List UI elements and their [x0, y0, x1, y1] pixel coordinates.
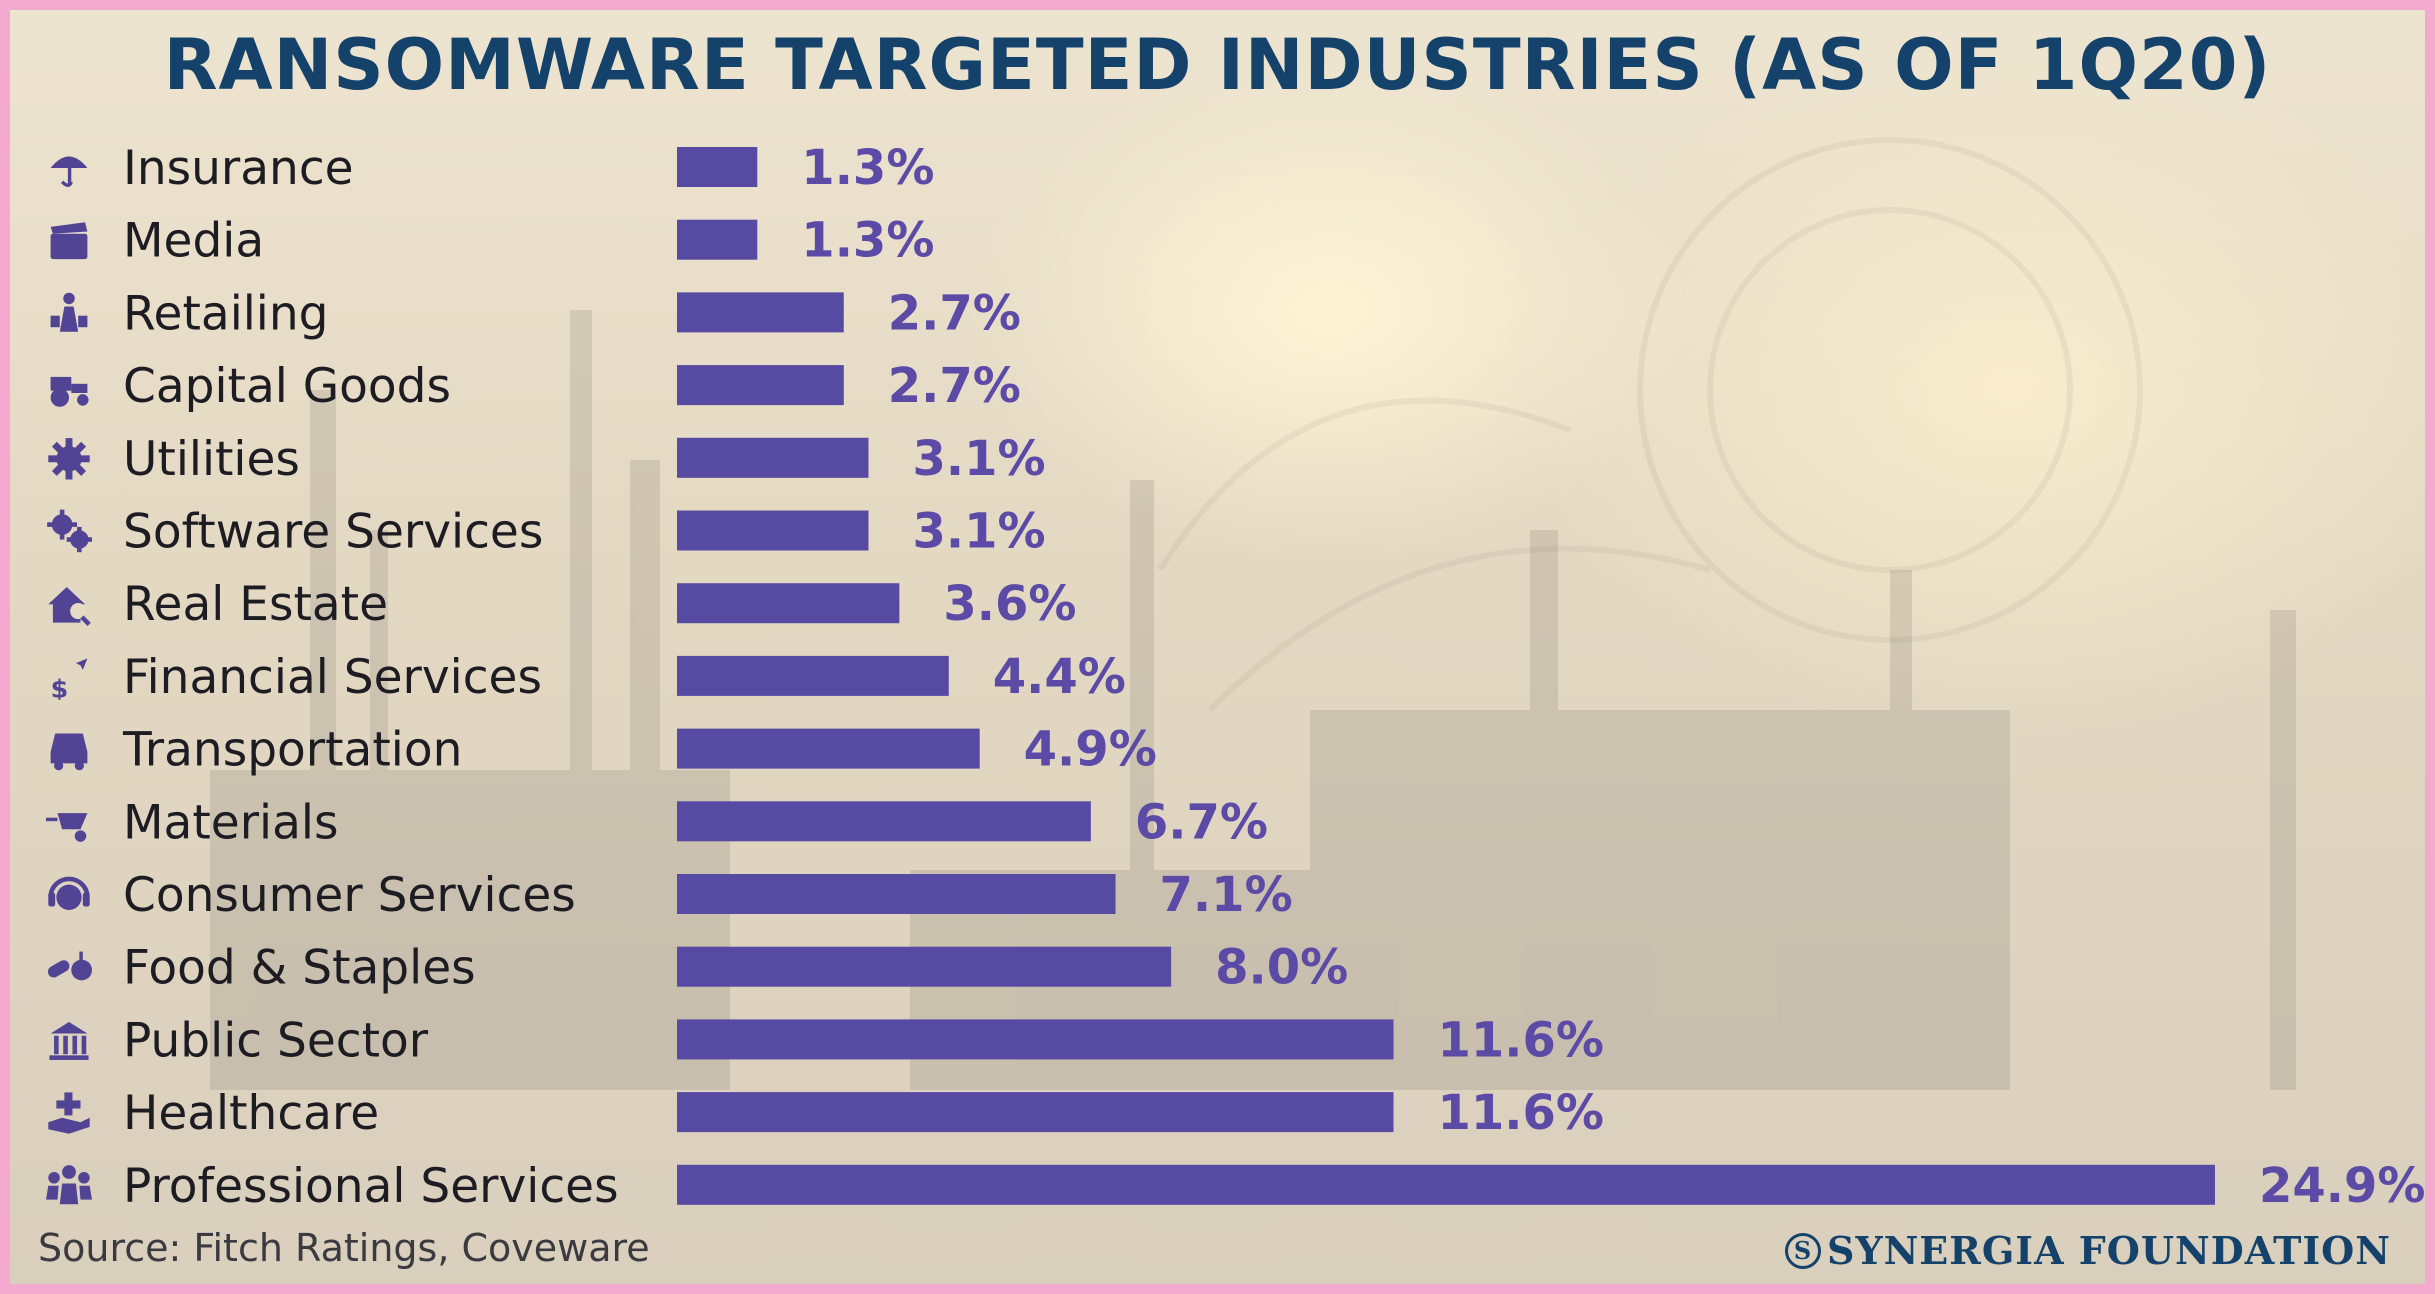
value-label: 3.1%: [912, 431, 1045, 487]
category-label: Real Estate: [123, 577, 388, 632]
value-label: 2.7%: [888, 358, 1021, 414]
value-label: 4.9%: [1024, 722, 1157, 778]
bar-row: Professional Services 24.9%: [46, 1158, 2425, 1214]
category-label: Healthcare: [123, 1086, 379, 1141]
bar: [677, 583, 900, 624]
food-icon: [46, 951, 92, 981]
category-label: Transportation: [122, 723, 462, 778]
value-label: 6.7%: [1135, 794, 1268, 850]
people-group-icon: [46, 1165, 92, 1205]
bar: [677, 292, 844, 333]
bar: [677, 655, 949, 696]
category-label: Consumer Services: [123, 868, 576, 923]
category-label: Capital Goods: [123, 359, 451, 414]
umbrella-icon: [48, 154, 90, 187]
bar: [677, 219, 758, 260]
bar-row: Transportation 4.9%: [50, 722, 1157, 778]
bar-row: Financial Services 4.4%: [50, 649, 1126, 705]
government-building-icon: [49, 1022, 89, 1060]
bar: [677, 874, 1116, 914]
category-label: Media: [123, 214, 264, 269]
bar-row: Consumer Services 7.1%: [48, 867, 1293, 923]
gears-icon: [47, 509, 92, 553]
category-label: Insurance: [123, 141, 354, 196]
wheelbarrow-icon: [46, 813, 88, 842]
bar-row: Healthcare 11.6%: [48, 1085, 1604, 1141]
category-label: Food & Staples: [123, 941, 476, 996]
house-search-icon: [48, 586, 91, 626]
shopper-icon: [50, 292, 88, 332]
bar-row: Real Estate 3.6%: [48, 576, 1076, 632]
value-label: 7.1%: [1160, 867, 1293, 923]
value-label: 11.6%: [1437, 1012, 1604, 1068]
car-icon: [50, 733, 88, 771]
value-label: 3.1%: [912, 504, 1045, 560]
bar-row: Software Services 3.1%: [47, 504, 1046, 560]
tractor-icon: [50, 376, 89, 407]
bar: [677, 365, 844, 406]
bar: [677, 147, 758, 187]
gear-icon: [48, 438, 90, 480]
bar-row: Capital Goods 2.7%: [50, 358, 1021, 414]
category-label: Financial Services: [123, 650, 542, 705]
brand-name: SYNERGIA FOUNDATION: [1827, 1228, 2391, 1273]
bar: [677, 801, 1091, 842]
clapperboard-icon: [50, 222, 88, 260]
value-label: 1.3%: [801, 213, 934, 269]
bar-chart: $ Insurance1.3%Media1.3%Retailing2.7%Cap…: [46, 140, 2425, 1214]
bar: [677, 728, 980, 769]
money-growth-icon: [50, 658, 88, 700]
source-note: Source: Fitch Ratings, Coveware: [38, 1226, 650, 1270]
bar: [677, 1092, 1394, 1133]
value-label: 8.0%: [1215, 940, 1348, 996]
value-label: 24.9%: [2259, 1158, 2425, 1214]
value-label: 11.6%: [1437, 1085, 1604, 1141]
category-label: Software Services: [123, 505, 543, 560]
value-label: 2.7%: [888, 285, 1021, 341]
bar-row: Retailing 2.7%: [50, 285, 1021, 341]
synergia-logo-icon: S: [1785, 1232, 1821, 1269]
bar: [677, 1164, 2215, 1205]
bar-row: Materials 6.7%: [46, 794, 1268, 850]
category-label: Utilities: [123, 432, 300, 487]
headset-icon: [48, 879, 89, 910]
category-label: Retailing: [123, 286, 329, 341]
bar: [677, 510, 869, 551]
value-label: 3.6%: [943, 576, 1076, 632]
chart-title: RANSOMWARE TARGETED INDUSTRIES (AS OF 1Q…: [163, 24, 2272, 106]
value-label: 1.3%: [801, 140, 934, 196]
bar: [677, 437, 869, 478]
bar: [677, 946, 1172, 987]
bar-row: Utilities 3.1%: [48, 431, 1046, 487]
bar-row: Food & Staples 8.0%: [46, 940, 1348, 996]
category-label: Public Sector: [123, 1013, 429, 1068]
brand-logo: S SYNERGIA FOUNDATION: [1785, 1228, 2391, 1273]
category-label: Professional Services: [123, 1159, 619, 1214]
hand-medical-icon: [48, 1092, 90, 1134]
bar: [677, 1019, 1394, 1060]
category-label: Materials: [123, 795, 338, 850]
bar-row: Public Sector 11.6%: [49, 1012, 1604, 1068]
bar-row: Insurance 1.3%: [48, 140, 934, 196]
bar-row: Media 1.3%: [50, 213, 934, 269]
value-label: 4.4%: [993, 649, 1126, 705]
